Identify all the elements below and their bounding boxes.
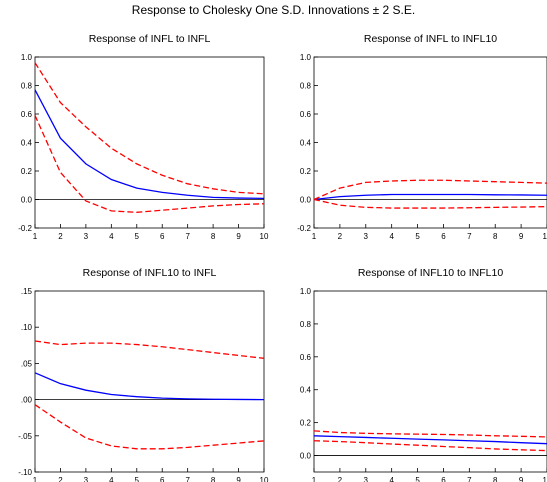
infl10-to-infl10-xtick-label: 1 [312,476,317,482]
chart-infl-to-infl10: Response of INFL to INFL10 -0.2 0.0 0.2 0.4 0… [297,33,547,241]
infl-to-infl-ytick-label: 0.6 [21,110,33,119]
infl10-to-infl-ytick-label: .15 [21,287,33,296]
infl-to-infl-xtick-label: 9 [236,232,241,241]
infl10-to-infl10-xtick-label: 8 [493,476,498,482]
infl-to-infl-xtick-label: 3 [84,232,89,241]
infl10-to-infl-xtick-label: 4 [109,476,114,482]
infl-to-infl-xtick-label: 2 [58,232,63,241]
infl10-to-infl-title: Response of INFL10 to INFL [83,267,217,279]
infl10-to-infl-xtick-label: 1 [33,476,38,482]
infl10-to-infl10-ytick-label: 0.4 [300,386,312,395]
infl-to-infl10-xtick-label: 4 [389,232,394,241]
infl10-to-infl-xtick-label: 5 [135,476,140,482]
infl-to-infl10-ytick-label: 0.8 [300,82,312,91]
infl10-to-infl-plot-frame [34,290,265,473]
infl10-to-infl10-xtick-label: 10 [543,476,547,482]
infl-to-infl10-ytick-label: 0.0 [300,196,312,205]
infl-to-infl-xtick-label: 4 [109,232,114,241]
infl-to-infl-ytick-label: 0.4 [21,139,33,148]
infl-to-infl10-upper-band-line [313,179,547,201]
infl10-to-infl10-ytick-label: 0.8 [300,320,312,329]
infl-to-infl-xtick-label: 8 [211,232,216,241]
infl-to-infl10-lower-band-line [313,198,547,209]
infl-to-infl10-title: Response of INFL to INFL10 [364,33,497,45]
infl10-to-infl-xtick-label: 10 [260,476,269,482]
infl10-to-infl10-xtick-label: 4 [389,476,394,482]
infl-to-infl10-xtick-label: 3 [364,232,369,241]
infl-to-infl-lower-band-line [34,115,265,213]
infl-to-infl10-response-line [313,193,547,201]
infl10-to-infl-lower-band-line [34,404,265,450]
infl10-to-infl-xtick-label: 6 [160,476,165,482]
infl10-to-infl-xtick-label: 9 [236,476,241,482]
infl-to-infl10-xtick-label: 1 [312,232,317,241]
infl10-to-infl10-upper-band-line [313,430,547,438]
infl10-to-infl10-xtick-label: 3 [364,476,369,482]
infl10-to-infl10-xtick-label: 7 [467,476,472,482]
infl-to-infl-ytick-label: 0.8 [21,82,33,91]
infl10-to-infl10-xtick-label: 2 [338,476,343,482]
infl-to-infl-ytick-label: 0.0 [21,196,33,205]
infl10-to-infl-upper-band-line [34,340,265,359]
infl10-to-infl-ytick-label: .00 [21,396,33,405]
infl-to-infl-response-line [34,89,265,200]
infl-to-infl-plot-frame [34,56,265,229]
infl-to-infl-xtick-label: 7 [185,232,190,241]
infl10-to-infl10-xtick-label: 5 [415,476,420,482]
infl10-to-infl10-xtick-label: 6 [441,476,446,482]
infl-to-infl10-xtick-label: 2 [338,232,343,241]
infl-to-infl-upper-band-line [34,62,265,195]
infl10-to-infl10-ytick-label: 1.0 [300,287,312,296]
infl10-to-infl10-plot-frame [313,290,547,473]
infl-to-infl-ytick-label: 1.0 [21,53,33,62]
infl-to-infl-xtick-label: 10 [260,232,269,241]
chart-infl-to-infl: Response of INFL to INFL -0.2 0.0 0.2 0.4 0.6… [18,33,269,241]
infl-to-infl-xtick-label: 5 [135,232,140,241]
infl-to-infl10-xtick-label: 6 [441,232,446,241]
infl-to-infl10-ytick-label: -0.2 [297,224,311,233]
infl-to-infl-title: Response of INFL to INFL [89,33,211,45]
infl10-to-infl10-ytick-label: 0.6 [300,353,312,362]
infl10-to-infl-ytick-label: .10 [21,323,33,332]
infl10-to-infl-ytick-label: .05 [21,359,33,368]
infl-to-infl10-ytick-label: 1.0 [300,53,312,62]
infl-to-infl10-ytick-label: 0.4 [300,139,312,148]
infl10-to-infl10-lower-band-line [313,440,547,452]
infl10-to-infl-response-line [34,372,265,401]
infl-to-infl-xtick-label: 6 [160,232,165,241]
infl10-to-infl10-xtick-label: 9 [519,476,524,482]
chart-infl10-to-infl: Response of INFL10 to INFL -.10 -.05 .00 .05… [18,267,269,482]
infl10-to-infl-ytick-label: -.05 [18,432,32,441]
infl10-to-infl-ytick-label: -.10 [18,468,32,477]
infl10-to-infl-xtick-label: 3 [84,476,89,482]
infl-to-infl10-xtick-label: 9 [519,232,524,241]
infl-to-infl10-ytick-label: 0.6 [300,110,312,119]
infl-to-infl-ytick-label: -0.2 [18,224,32,233]
infl-to-infl-xtick-label: 1 [33,232,38,241]
infl10-to-infl-xtick-label: 8 [211,476,216,482]
infl-to-infl10-xtick-label: 7 [467,232,472,241]
infl10-to-infl10-response-line [313,435,547,445]
infl-to-infl10-ytick-label: 0.2 [300,167,312,176]
infl10-to-infl10-ytick-label: 0.0 [300,452,312,461]
infl-to-infl-ytick-label: 0.2 [21,167,33,176]
infl-to-infl10-plot-frame [313,56,547,229]
infl-to-infl10-xtick-label: 8 [493,232,498,241]
infl-to-infl10-xtick-label: 10 [543,232,547,241]
chart-infl10-to-infl10: Response of INFL10 to INFL10 0.0 0.2 0.4 0.6… [300,267,547,482]
page-title: Response to Cholesky One S.D. Innovation… [131,3,416,17]
infl10-to-infl10-ytick-label: 0.2 [300,419,312,428]
infl10-to-infl10-title: Response of INFL10 to INFL10 [358,267,503,279]
infl10-to-infl-xtick-label: 2 [58,476,63,482]
infl10-to-infl-xtick-label: 7 [185,476,190,482]
infl-to-infl10-xtick-label: 5 [415,232,420,241]
